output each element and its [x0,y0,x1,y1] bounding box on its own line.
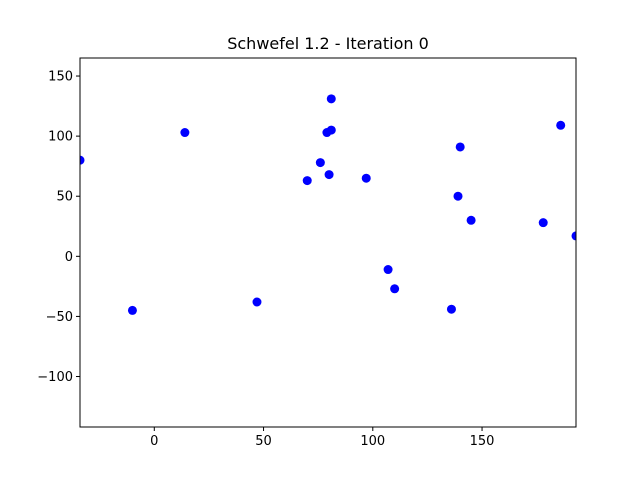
data-points [80,94,576,315]
data-point [127,305,137,315]
data-point [455,142,465,152]
data-point [361,173,371,183]
data-point [571,231,576,241]
data-point [302,176,312,186]
data-point [383,265,393,275]
y-axis: −100 −50 0 50 100 150 [37,70,80,385]
x-tick-label: 0 [150,434,158,449]
chart-title: Schwefel 1.2 - Iteration 0 [227,34,429,53]
y-tick-label: 150 [48,70,73,85]
data-point [466,215,476,225]
data-point [453,191,463,201]
x-tick-label: 50 [255,434,272,449]
data-point [556,120,566,130]
y-tick-label: 100 [48,130,73,145]
data-point [326,125,336,135]
data-point [390,284,400,294]
data-point [538,218,548,228]
x-tick-label: 100 [360,434,385,449]
data-point [324,170,334,180]
y-tick-label: 50 [56,190,73,205]
x-axis: 0 50 100 150 [150,427,494,449]
data-point [326,94,336,104]
x-tick-label: 150 [470,434,495,449]
data-point [80,155,85,165]
plot-area [80,58,576,427]
data-point [180,128,190,138]
y-tick-label: 0 [65,250,73,265]
y-tick-label: −50 [46,310,73,325]
data-point [315,158,325,168]
data-point [252,297,262,307]
data-point [446,304,456,314]
plot-frame [79,57,577,428]
y-tick-label: −100 [37,370,73,385]
